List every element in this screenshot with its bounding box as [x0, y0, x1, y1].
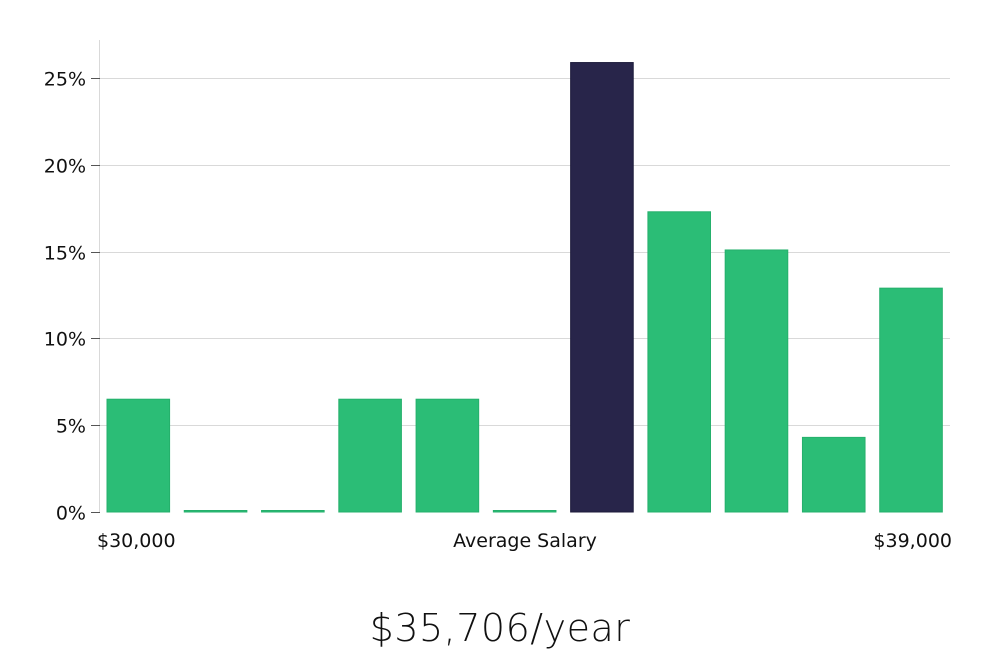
histogram-bar [724, 249, 789, 513]
x-axis-title: Average Salary [453, 530, 597, 552]
y-tick-label: 15% [44, 243, 86, 265]
gridlines [100, 78, 950, 426]
histogram-bar [183, 510, 248, 513]
y-axis-ticks: 0% 5% 10% 15% 20% 25% [44, 69, 100, 525]
bars [106, 62, 943, 513]
y-tick-label: 0% [56, 503, 86, 525]
histogram-bar [801, 436, 866, 513]
histogram-bar [338, 398, 402, 513]
y-tick-label: 20% [44, 156, 86, 178]
histogram-bar [492, 510, 557, 513]
histogram-bar [647, 211, 711, 513]
histogram-bar [261, 510, 325, 513]
histogram-bar-highlighted [570, 62, 634, 513]
y-tick-label: 5% [56, 416, 86, 438]
average-salary-value: $35,706/year [369, 606, 631, 650]
y-tick-label: 25% [44, 69, 86, 91]
histogram-bar [415, 398, 480, 513]
x-axis-min-label: $30,000 [97, 530, 176, 552]
histogram-bar [106, 398, 171, 513]
histogram-bar [879, 287, 943, 513]
salary-histogram: 0%5%10%15%20%25% $30,000 Average Salary … [44, 40, 952, 552]
x-axis-max-label: $39,000 [873, 530, 952, 552]
y-tick-label: 10% [44, 329, 86, 351]
